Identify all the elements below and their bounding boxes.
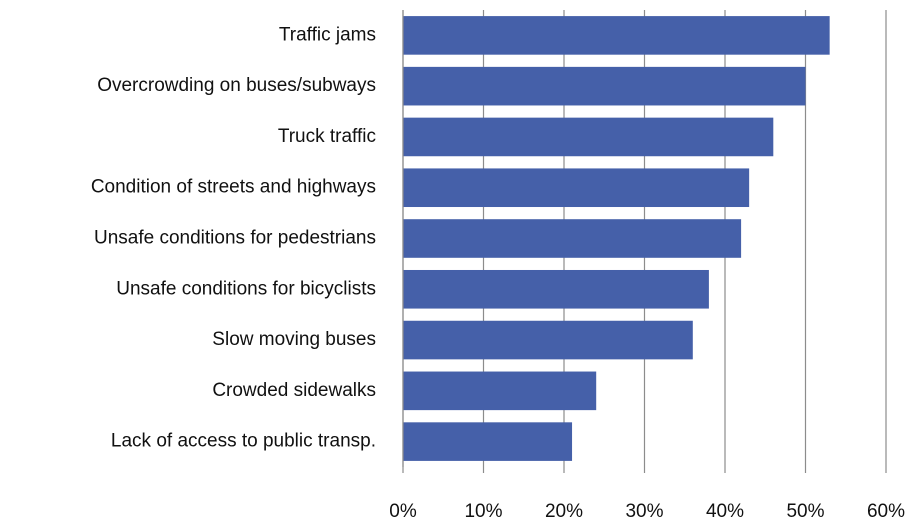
y-tick-label: Truck traffic xyxy=(278,126,376,147)
y-tick-label: Traffic jams xyxy=(279,24,376,45)
x-tick-label: 50% xyxy=(786,501,824,522)
x-tick-label: 20% xyxy=(545,501,583,522)
x-tick-label: 10% xyxy=(464,501,502,522)
y-tick-label: Condition of streets and highways xyxy=(91,177,376,198)
bar xyxy=(403,422,573,461)
bar xyxy=(403,168,750,208)
bar xyxy=(403,320,693,360)
bar xyxy=(403,219,742,258)
y-tick-label: Slow moving buses xyxy=(212,329,376,350)
x-tick-label: 60% xyxy=(867,501,905,522)
bar xyxy=(403,269,709,309)
y-tick-label: Overcrowding on buses/subways xyxy=(97,75,376,96)
bar xyxy=(403,16,830,55)
x-tick-label: 0% xyxy=(389,501,417,522)
x-tick-label: 40% xyxy=(706,501,744,522)
y-tick-label: Lack of access to public transp. xyxy=(111,431,376,452)
y-tick-label: Unsafe conditions for bicyclists xyxy=(116,278,376,299)
y-tick-label: Crowded sidewalks xyxy=(212,380,376,401)
y-tick-label: Unsafe conditions for pedestrians xyxy=(94,228,376,249)
bar xyxy=(403,371,597,411)
x-tick-label: 30% xyxy=(625,501,663,522)
bar xyxy=(403,117,774,157)
bar xyxy=(403,66,806,106)
